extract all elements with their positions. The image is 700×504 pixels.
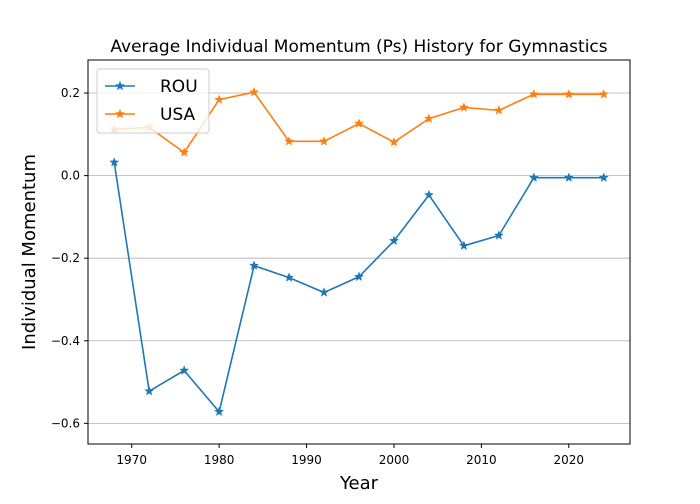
legend-box [96,68,210,134]
data-point-rou [458,240,469,251]
x-tick-label: 1970 [116,453,147,467]
legend-label-usa: USA [160,105,196,125]
data-point-usa [528,88,539,99]
data-point-rou [353,271,365,282]
data-point-usa [423,113,434,123]
y-axis-label: Individual Momentum [19,154,40,350]
data-point-rou [598,172,609,182]
legend-label-rou: ROU [160,77,198,97]
data-point-usa [353,118,365,128]
data-point-rou [388,235,400,246]
data-point-usa [179,147,190,157]
data-point-rou [214,406,225,417]
data-point-usa [318,136,330,146]
x-axis-ticks: 1970 1980 1990 2000 2010 2020 [116,444,584,467]
data-point-rou [284,272,295,282]
data-point-rou [493,230,504,240]
data-point-rou [528,172,539,182]
data-point-rou [144,385,155,396]
legend-item-rou: ROU [105,77,198,97]
series-usa [109,86,609,157]
data-point-usa [284,136,295,146]
data-point-rou [563,172,574,182]
series-line-rou [113,162,604,413]
data-point-usa [493,105,504,115]
y-tick-label: −0.6 [51,416,80,430]
legend: ROU USA [96,68,210,134]
plot-frame [87,59,631,445]
data-point-rou [318,287,330,297]
data-point-usa [249,86,260,97]
y-tick-label: −0.4 [51,334,80,348]
x-axis-label: Year [339,473,379,494]
y-tick-label: −0.2 [51,251,80,265]
legend-marker-usa [114,108,126,119]
x-tick-label: 1990 [291,453,322,467]
x-tick-label: 2000 [379,453,410,467]
data-point-rou [179,365,190,375]
y-tick-label: 0.0 [61,169,80,183]
data-point-rou [109,157,120,167]
x-tick-label: 2010 [466,453,497,467]
legend-marker-rou [114,80,126,91]
y-axis-ticks: −0.6 −0.4 −0.2 0.0 0.2 [51,86,88,430]
x-tick-label: 1980 [204,453,235,467]
chart-title: Average Individual Momentum (Ps) History… [110,37,607,57]
y-tick-label: 0.2 [61,86,80,100]
data-point-usa [563,88,574,99]
data-point-usa [458,102,469,112]
data-point-rou [249,260,260,270]
series-rou [109,157,609,417]
data-point-usa [388,136,400,147]
data-point-usa [214,94,225,104]
x-tick-label: 2020 [554,453,585,467]
legend-item-usa: USA [105,105,196,125]
data-point-usa [598,88,609,99]
data-point-rou [423,189,434,200]
series-lines [109,86,609,417]
